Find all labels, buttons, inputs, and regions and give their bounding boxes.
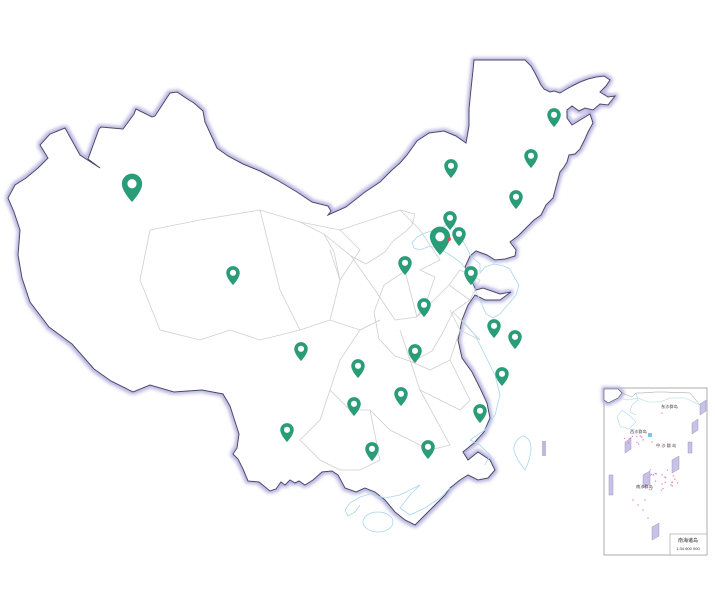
svg-text:东沙群岛: 东沙群岛 <box>661 403 678 410</box>
svg-text:西沙群岛: 西沙群岛 <box>630 428 647 435</box>
svg-text:1:34 600 000: 1:34 600 000 <box>676 546 700 551</box>
svg-text:南海诸岛: 南海诸岛 <box>678 537 698 544</box>
svg-text:中 沙 群 岛: 中 沙 群 岛 <box>656 442 676 449</box>
svg-text:南沙群岛: 南沙群岛 <box>636 483 653 490</box>
